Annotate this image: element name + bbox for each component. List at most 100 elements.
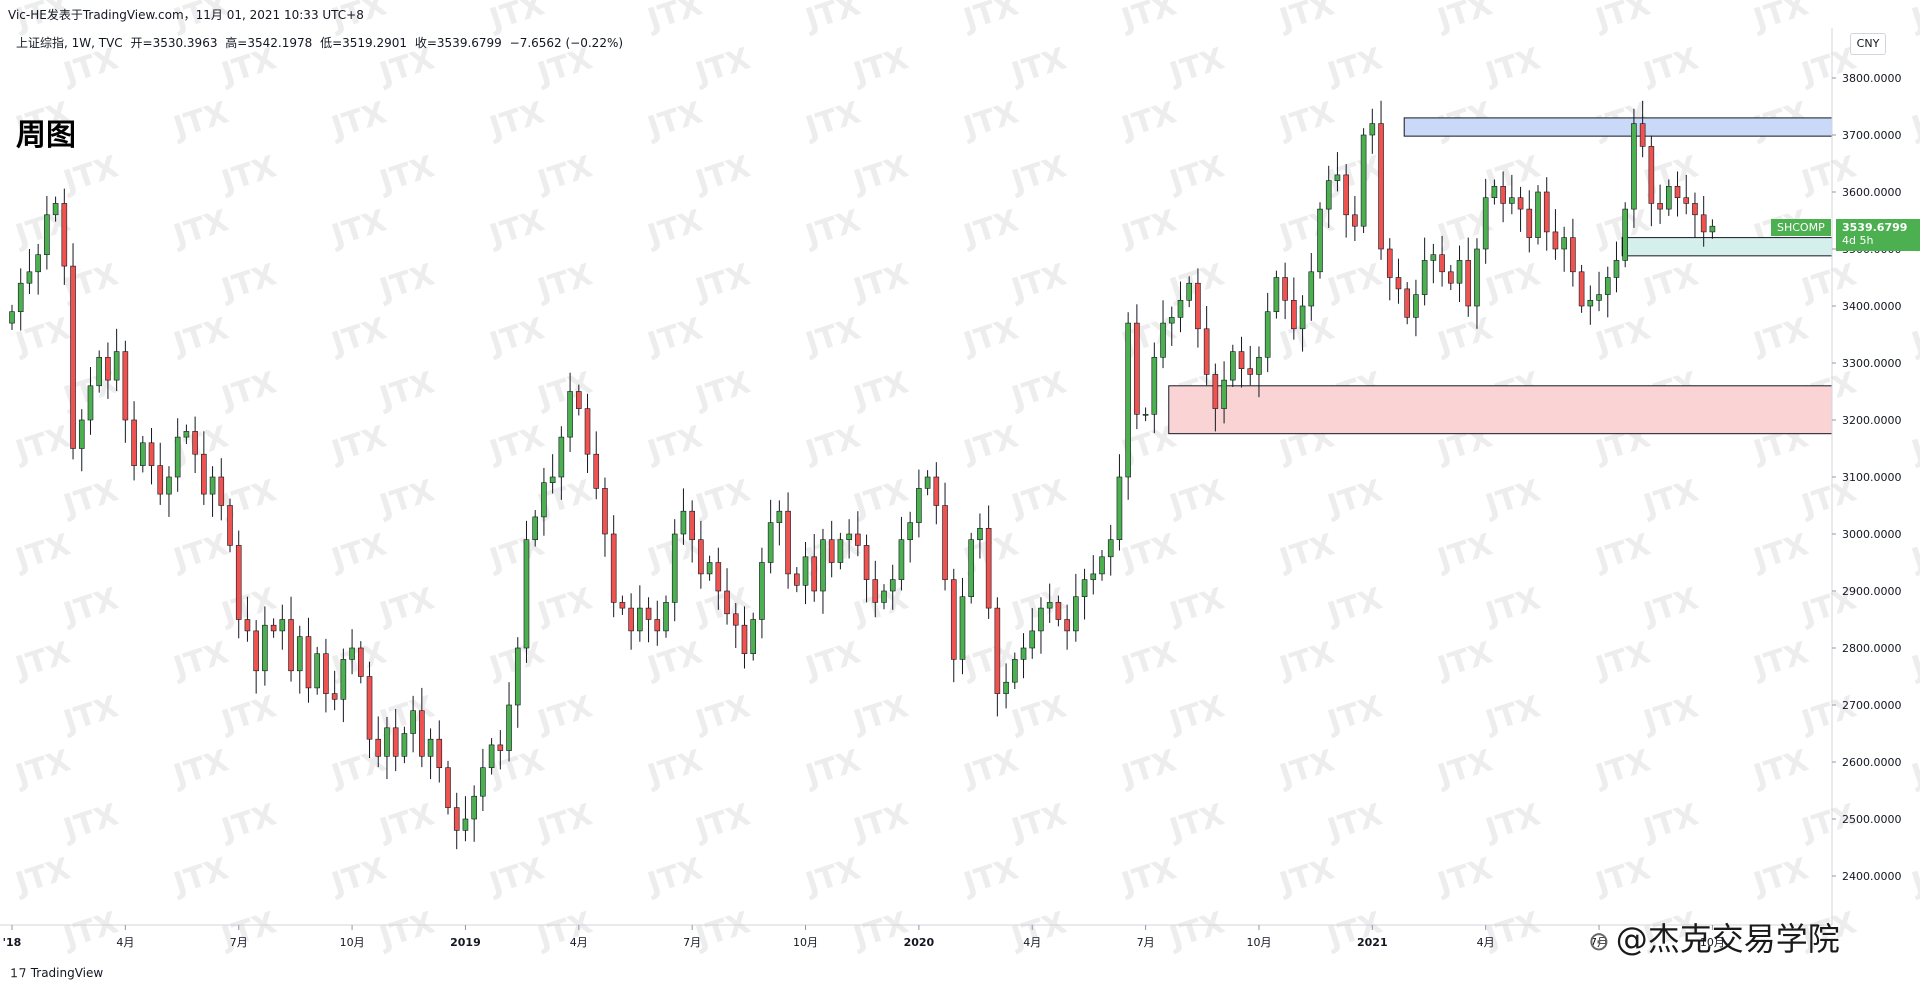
candle-up — [776, 510, 783, 523]
candle-down — [1055, 602, 1062, 620]
watermark-text: JTX — [374, 905, 439, 956]
watermark-text: JTX — [1432, 311, 1497, 362]
bar-countdown: 4d 5h — [1842, 234, 1874, 247]
candle-up — [706, 562, 713, 575]
watermark-text: JTX — [1480, 797, 1545, 848]
watermark-text: JTX — [1638, 581, 1703, 632]
watermark-text: JTX — [1480, 257, 1545, 308]
watermark-text: JTX — [690, 365, 755, 416]
watermark-text: JTX — [1432, 0, 1497, 38]
watermark-text: JTX — [690, 689, 755, 740]
candle-down — [331, 693, 338, 700]
watermark-text: JTX — [484, 851, 549, 902]
candle-up — [767, 522, 774, 563]
watermark-text: JTX — [216, 473, 281, 524]
watermark-text: JTX — [642, 635, 707, 686]
candle-down — [985, 527, 992, 609]
watermark-text: JTX — [848, 41, 913, 92]
watermark-text: JTX — [1274, 311, 1339, 362]
watermark-text: JTX — [1906, 743, 1920, 794]
candle-down — [61, 203, 68, 267]
watermark-text: JTX — [1906, 311, 1920, 362]
tradingview-logo[interactable]: 𝟷𝟽 TradingView — [10, 966, 103, 981]
candle-up — [1596, 294, 1602, 301]
watermark-text: JTX — [958, 95, 1023, 146]
y-tick-label: 2700.0000 — [1842, 699, 1902, 712]
candle-up — [140, 442, 146, 466]
candle-down — [270, 624, 277, 632]
candle-down — [157, 465, 164, 495]
candle-up — [1168, 317, 1175, 324]
price-axis[interactable]: 2400.0000 2500.0000 2600.0000 2700.0000 2800… — [1832, 72, 1902, 883]
candle-down — [1570, 237, 1576, 273]
candle-up — [1125, 322, 1131, 478]
watermark-text: JTX — [1480, 689, 1545, 740]
watermark-text: JTX — [1006, 797, 1071, 848]
candle-up — [401, 733, 408, 757]
watermark-text: JTX — [958, 203, 1023, 254]
watermark-text: JTX — [642, 0, 707, 38]
watermark-text: JTX — [690, 797, 755, 848]
watermark-text: JTX — [800, 635, 865, 686]
watermark-text: JTX — [216, 689, 281, 740]
candle-up — [96, 356, 102, 387]
watermark-text: JTX — [216, 257, 281, 308]
watermark-text: JTX — [642, 743, 707, 794]
watermark-text: JTX — [1480, 473, 1545, 524]
watermark-text: JTX — [800, 203, 865, 254]
candle-up — [9, 311, 15, 324]
tv-logo-icon: 𝟷𝟽 — [10, 966, 27, 981]
watermark-text: JTX — [1638, 473, 1703, 524]
candle-down — [619, 602, 626, 609]
legend-low: 低=3519.2901 — [320, 36, 408, 50]
time-axis[interactable]: '18 4月 7月 10月 2019 4月 7月 10月 2020 4月 7月 10月 2021 4月 7月… — [3, 925, 1725, 949]
x-tick-label: 7月 — [230, 936, 248, 949]
candle-up — [480, 767, 486, 797]
watermark-text: JTX — [1638, 797, 1703, 848]
candle-up — [17, 282, 24, 313]
candle-down — [1648, 146, 1655, 204]
watermark-text: JTX — [532, 149, 597, 200]
candle-up — [166, 476, 172, 495]
demand-zone[interactable] — [1168, 385, 1833, 435]
candle-down — [1378, 123, 1384, 250]
candle-up — [52, 203, 59, 216]
watermark-text: JTX — [800, 419, 865, 470]
watermark-text: JTX — [690, 41, 755, 92]
candle-down — [1448, 271, 1454, 284]
watermark-text: JTX — [216, 797, 281, 848]
candle-up — [846, 533, 852, 540]
watermark-text: JTX — [848, 365, 913, 416]
candle-up — [340, 659, 347, 700]
candle-down — [244, 619, 251, 632]
supply-zone[interactable] — [1403, 117, 1833, 137]
watermark-text: JTX — [1322, 257, 1387, 308]
watermark-text: JTX — [848, 581, 913, 632]
candle-up — [514, 647, 521, 706]
watermark-text: JTX — [326, 851, 391, 902]
y-tick-label: 2400.0000 — [1842, 870, 1902, 883]
legend-symbol[interactable]: 上证综指, 1W, TVC — [16, 36, 123, 50]
candle-up — [1308, 271, 1315, 307]
watermark-text: JTX — [800, 95, 865, 146]
candle-down — [1134, 322, 1140, 415]
candle-up — [462, 818, 469, 831]
candle-down — [950, 579, 957, 660]
candle-up — [680, 510, 687, 535]
watermark-text: JTX — [690, 257, 755, 308]
candle-down — [793, 573, 800, 586]
currency-button[interactable]: CNY — [1850, 33, 1886, 55]
candle-up — [523, 539, 530, 649]
watermark-text: JTX — [58, 905, 123, 956]
watermark-text: JTX — [848, 257, 913, 308]
watermark-text: JTX — [1006, 365, 1071, 416]
watermark-text: JTX — [800, 851, 865, 902]
watermark-text: JTX — [848, 797, 913, 848]
support-zone[interactable] — [1621, 237, 1833, 257]
watermark-text: JTX — [1432, 851, 1497, 902]
candle-up — [907, 522, 913, 540]
candle-down — [436, 738, 443, 769]
watermark-text: JTX — [1638, 257, 1703, 308]
candle-up — [1264, 311, 1271, 358]
